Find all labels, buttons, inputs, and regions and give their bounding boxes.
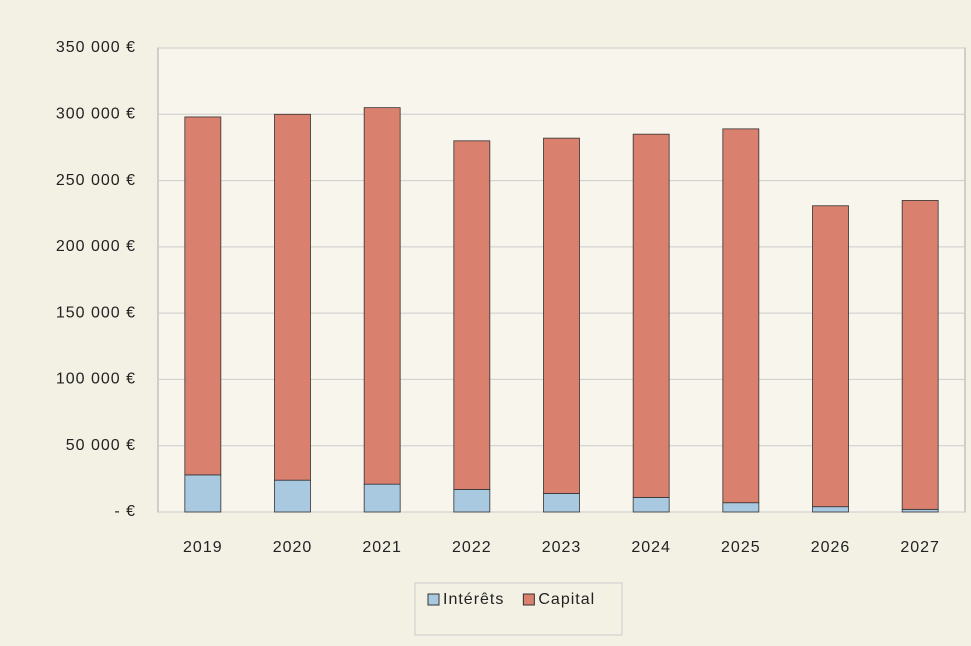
bar-segment [453, 140, 491, 490]
x-tick-label: 2020 [273, 539, 313, 556]
bar-segment [722, 128, 760, 504]
legend-swatch [427, 593, 440, 606]
bar-segment [363, 483, 401, 513]
bar-segment [901, 200, 939, 510]
legend-label: Intérêts [443, 591, 504, 608]
x-tick-label: 2025 [721, 539, 761, 556]
bar-segment [363, 107, 401, 485]
bar-segment [274, 479, 311, 513]
bar-segment [274, 113, 311, 481]
legend-box [414, 582, 623, 636]
legend-label: Capital [538, 591, 595, 608]
x-tick-label: 2023 [542, 539, 582, 556]
x-tick-label: 2022 [452, 539, 492, 556]
bar-segment [184, 116, 222, 476]
y-tick-label: 350 000 € [56, 39, 136, 56]
x-tick-label: 2024 [631, 539, 671, 556]
y-tick-label: 150 000 € [56, 304, 136, 321]
x-tick-label: 2021 [362, 539, 402, 556]
bar-segment [812, 205, 849, 508]
bar-segment [722, 502, 760, 513]
bar-segment [543, 137, 580, 494]
bar-segment [453, 489, 491, 513]
bar-segment [812, 506, 849, 513]
bar-segment [632, 497, 670, 513]
y-tick-label: 100 000 € [56, 371, 136, 388]
y-tick-label: 50 000 € [66, 437, 136, 454]
y-tick-label: 250 000 € [56, 172, 136, 189]
x-tick-label: 2026 [811, 539, 851, 556]
legend-swatch [522, 593, 535, 606]
x-tick-label: 2019 [183, 539, 223, 556]
y-tick-label: - € [114, 503, 136, 520]
y-tick-label: 200 000 € [56, 238, 136, 255]
x-tick-label: 2027 [900, 539, 940, 556]
bar-segment [543, 493, 580, 513]
y-tick-label: 300 000 € [56, 106, 136, 123]
bar-segment [184, 474, 222, 513]
bar-segment [632, 133, 670, 498]
